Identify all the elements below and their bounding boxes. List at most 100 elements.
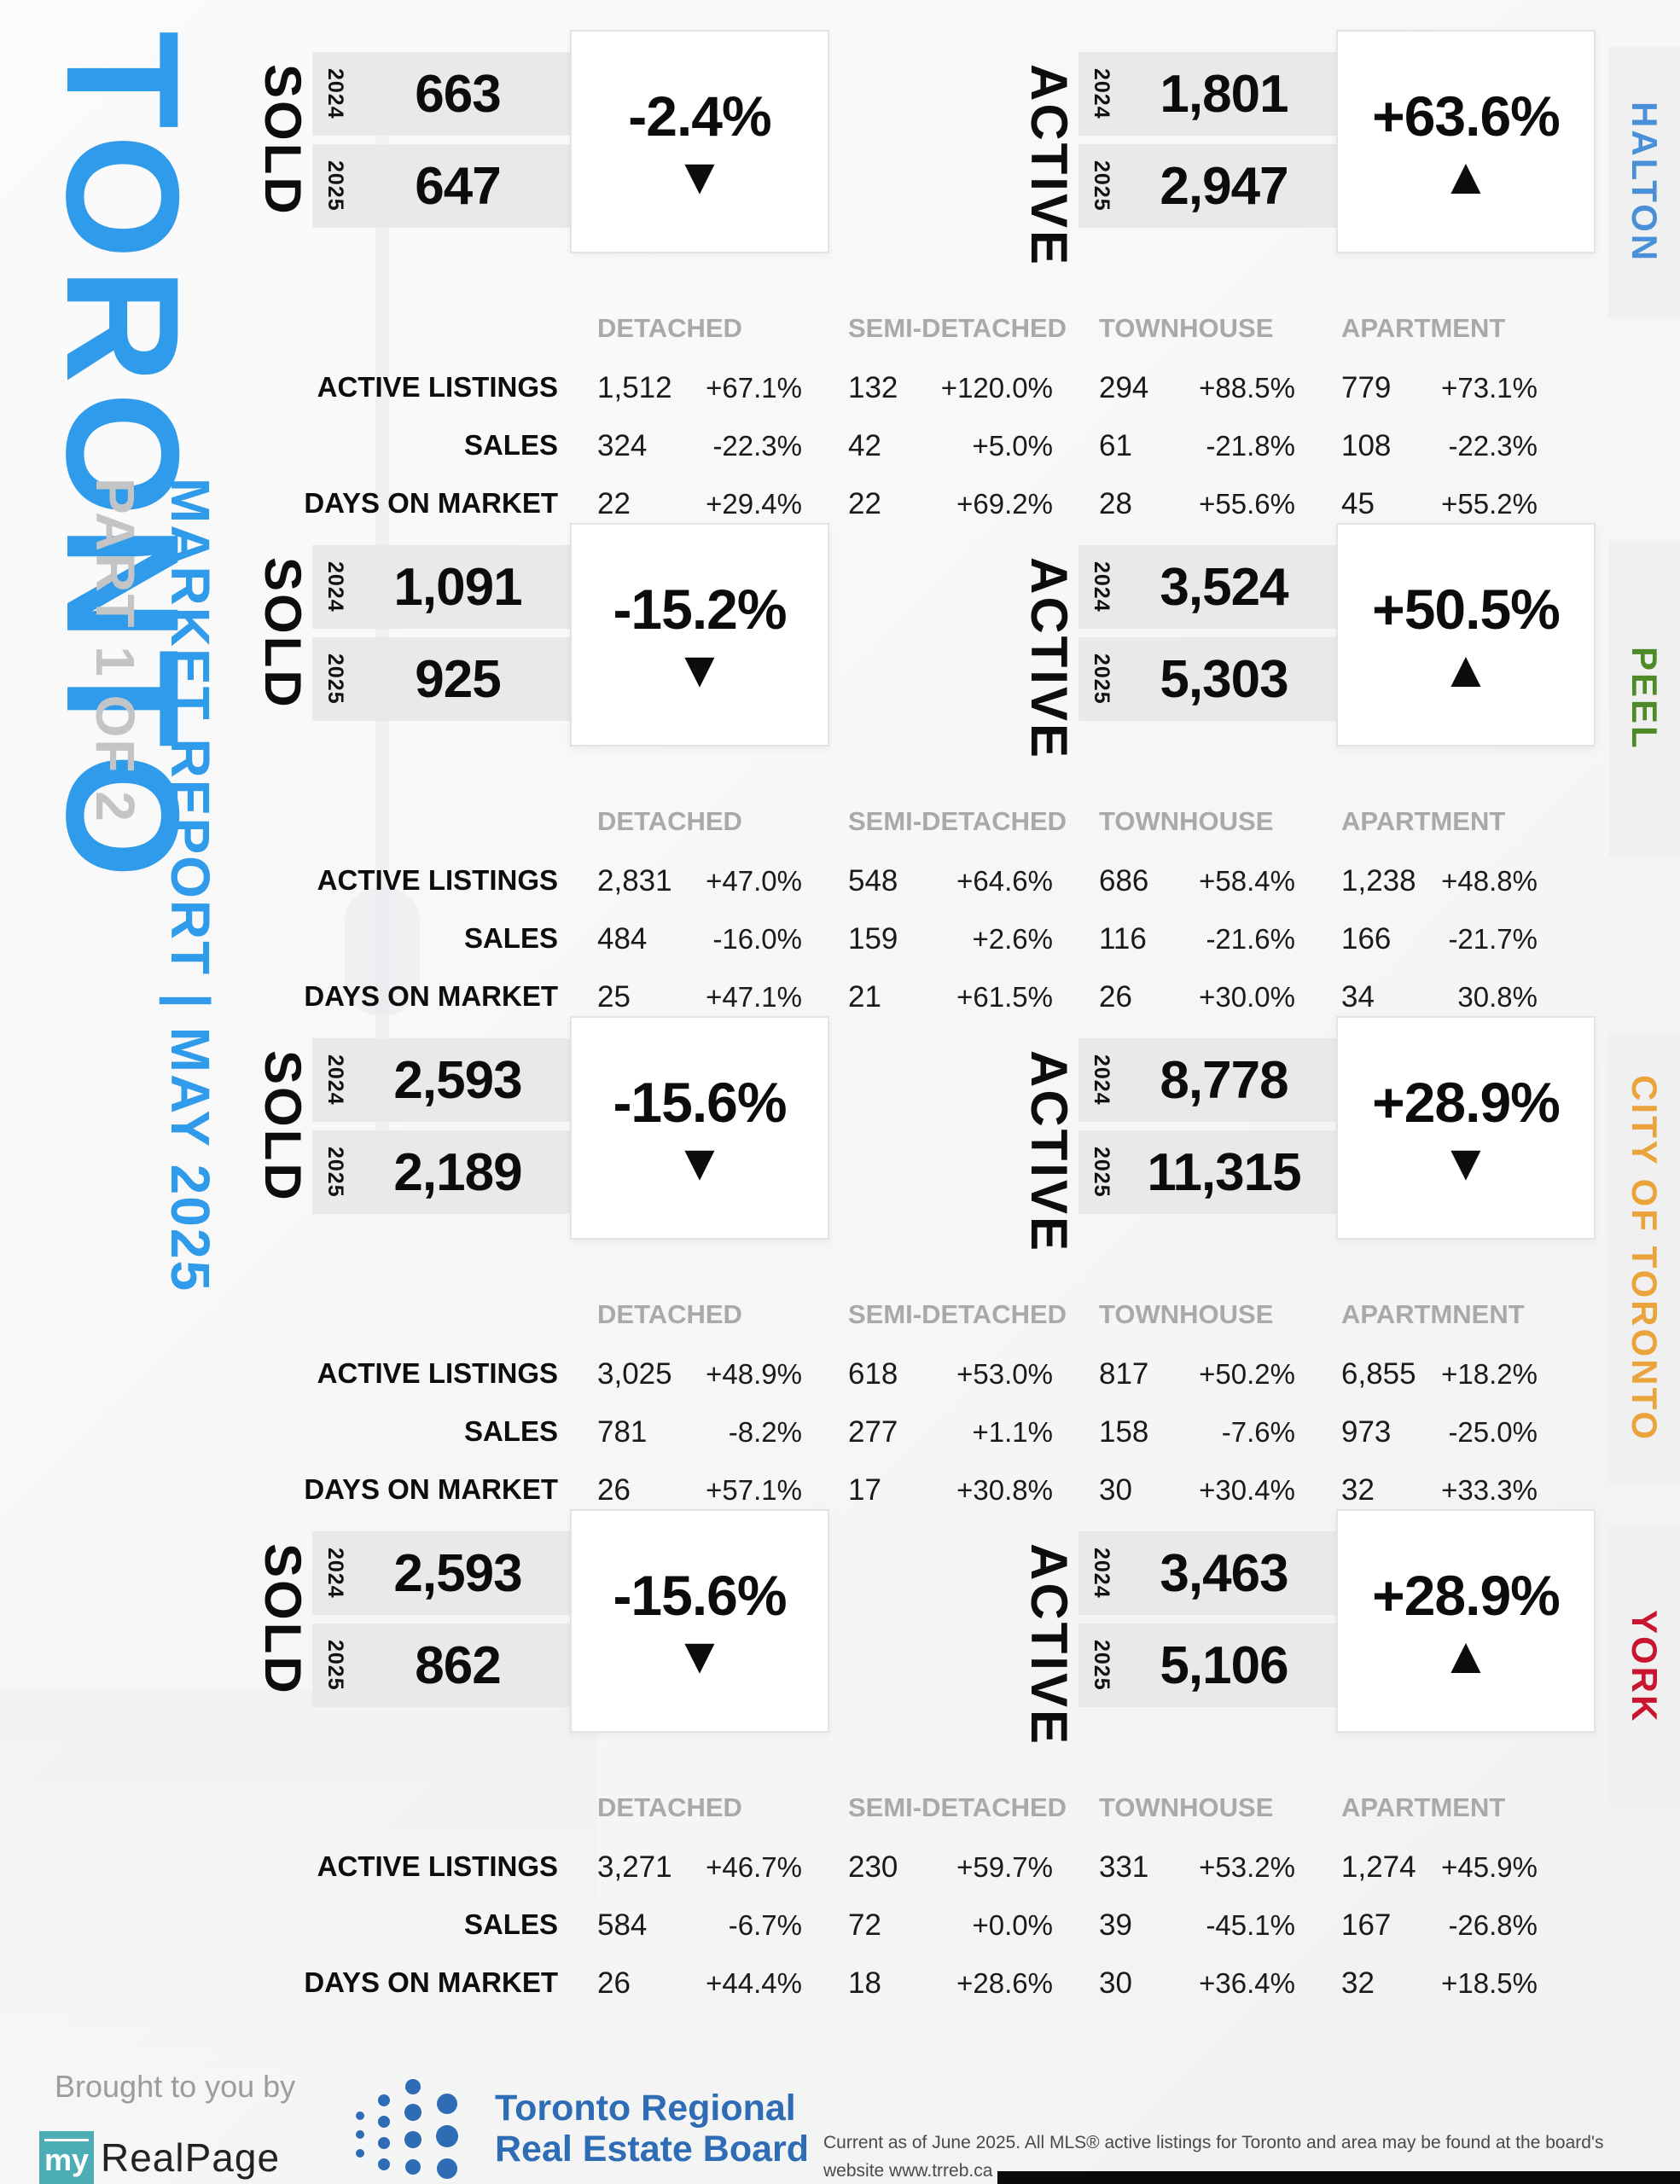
bottom-black-bar — [997, 2171, 1680, 2184]
active-2025-value: 5,303 — [1160, 649, 1288, 709]
stat-change: +18.5% — [1441, 1967, 1538, 1999]
active-2025-box: 2025 11,315 — [1078, 1130, 1340, 1214]
region-tab-halton: HALTON — [1608, 47, 1680, 318]
stat-cell: 1,512 +67.1% — [594, 359, 831, 417]
stat-cell: 3,271 +46.7% — [594, 1838, 831, 1896]
section-york: SOLD 2024 2,593 2025 862 -15.6% ▼ ACTIVE — [239, 1509, 1596, 2013]
stat-change: +69.2% — [956, 488, 1053, 520]
column-header: TOWNHOUSE — [1099, 1299, 1274, 1329]
stat-value: 779 — [1341, 371, 1392, 404]
stat-value: 158 — [1099, 1415, 1149, 1449]
stat-value: 584 — [597, 1908, 648, 1942]
region-stats-table: DETACHED SEMI-DETACHED TOWNHOUSE APARTME… — [239, 306, 1596, 533]
sold-change-arrow-icon: ▼ — [674, 641, 725, 698]
region-tab-city-of-toronto: CITY OF TORONTO — [1608, 1033, 1680, 1484]
stat-change: -21.6% — [1206, 923, 1295, 955]
active-change-value: +63.6% — [1372, 84, 1561, 148]
stat-value: 167 — [1341, 1908, 1392, 1942]
stat-value: 548 — [848, 864, 898, 897]
stat-cell: 30 +30.4% — [1096, 1461, 1324, 1519]
myrealpage-logo-text: RealPage — [101, 2135, 281, 2180]
column-header: APARTMENT — [1341, 1792, 1506, 1822]
stat-cell: 18 +28.6% — [845, 1955, 1082, 2013]
region-tab-york: YORK — [1608, 1526, 1680, 1808]
stat-value: 45 — [1341, 487, 1375, 520]
column-header: TOWNHOUSE — [1099, 313, 1274, 343]
stat-change: 30.8% — [1457, 981, 1538, 1013]
sold-2025-box: 2025 647 — [312, 144, 573, 228]
stat-cell: 618 +53.0% — [845, 1345, 1082, 1403]
sold-2025-box: 2025 862 — [312, 1623, 573, 1707]
column-header: DETACHED — [597, 1792, 742, 1822]
stat-cell: 116 -21.6% — [1096, 910, 1324, 968]
stat-change: +57.1% — [706, 1474, 802, 1506]
sold-2024-box: 2024 2,593 — [312, 1531, 573, 1615]
myrealpage-logo-my: my — [44, 2138, 90, 2177]
stat-value: 686 — [1099, 864, 1149, 897]
stat-change: +64.6% — [956, 865, 1053, 897]
stat-cell: 779 +73.1% — [1338, 359, 1567, 417]
stat-value: 781 — [597, 1415, 648, 1449]
year-label: 2024 — [323, 1054, 347, 1106]
stat-cell: 166 -21.7% — [1338, 910, 1567, 968]
year-label: 2024 — [1090, 68, 1113, 119]
stat-change: +44.4% — [706, 1967, 802, 1999]
active-label: ACTIVE — [1020, 557, 1078, 761]
stat-cell: 34 30.8% — [1338, 968, 1567, 1026]
sold-2025-value: 862 — [415, 1635, 501, 1695]
stat-change: +28.6% — [956, 1967, 1053, 1999]
stat-cell: 294 +88.5% — [1096, 359, 1324, 417]
stat-value: 22 — [848, 487, 881, 520]
row-label: DAYS ON MARKET — [304, 1966, 558, 1998]
stat-cell: 817 +50.2% — [1096, 1345, 1324, 1403]
stat-change: -6.7% — [728, 1909, 802, 1941]
sold-2025-value: 647 — [415, 156, 501, 216]
year-label: 2025 — [1090, 1640, 1113, 1691]
stat-cell: 584 -6.7% — [594, 1896, 831, 1955]
stat-change: -21.7% — [1448, 923, 1538, 955]
region-stats-table: DETACHED SEMI-DETACHED TOWNHOUSE APARTME… — [239, 1786, 1596, 2013]
year-label: 2024 — [1090, 1548, 1113, 1599]
headline-row: SOLD 2024 1,091 2025 925 -15.2% ▼ ACTIVE — [239, 523, 1596, 779]
stat-change: -22.3% — [712, 430, 802, 462]
active-2025-value: 11,315 — [1147, 1142, 1301, 1202]
column-header: DETACHED — [597, 1299, 742, 1329]
stat-value: 116 — [1099, 922, 1147, 956]
column-header: APARTMENT — [1341, 313, 1506, 343]
sold-2024-value: 2,593 — [393, 1543, 522, 1603]
row-label: SALES — [463, 922, 558, 954]
sold-change-box: -15.6% ▼ — [570, 1509, 829, 1733]
stat-cell: 72 +0.0% — [845, 1896, 1082, 1955]
year-label: 2025 — [323, 160, 347, 212]
stat-value: 42 — [848, 429, 881, 462]
region-stats-table: DETACHED SEMI-DETACHED TOWNHOUSE APARTMN… — [239, 1292, 1596, 1519]
active-change-arrow-icon: ▲ — [1440, 641, 1491, 698]
stat-cell: 277 +1.1% — [845, 1403, 1082, 1461]
stat-value: 277 — [848, 1415, 898, 1449]
headline-row: SOLD 2024 663 2025 647 -2.4% ▼ ACTIVE 20… — [239, 30, 1596, 286]
year-label: 2024 — [1090, 1054, 1113, 1106]
stat-change: +30.0% — [1199, 981, 1295, 1013]
stat-cell: 42 +5.0% — [845, 417, 1082, 475]
stat-change: +55.6% — [1199, 488, 1295, 520]
stat-cell: 3,025 +48.9% — [594, 1345, 831, 1403]
stat-value: 1,274 — [1341, 1850, 1416, 1884]
stat-change: +47.0% — [706, 865, 802, 897]
active-2024-box: 2024 3,463 — [1078, 1531, 1340, 1615]
stat-cell: 159 +2.6% — [845, 910, 1082, 968]
region-tab-label: CITY OF TORONTO — [1625, 1074, 1665, 1443]
active-change-value: +28.9% — [1372, 1071, 1561, 1134]
sold-2024-value: 1,091 — [393, 557, 522, 617]
row-label: DAYS ON MARKET — [304, 980, 558, 1012]
row-label: SALES — [463, 1908, 558, 1940]
stat-value: 25 — [597, 980, 631, 1014]
active-year-boxes: 2024 3,463 2025 5,106 — [1078, 1531, 1340, 1707]
stat-cell: 686 +58.4% — [1096, 852, 1324, 910]
trreb-logo-line2: Real Estate Board — [495, 2129, 810, 2169]
region-tab-peel: PEEL — [1608, 540, 1680, 857]
sold-2025-box: 2025 2,189 — [312, 1130, 573, 1214]
section-peel: SOLD 2024 1,091 2025 925 -15.2% ▼ ACTIVE — [239, 523, 1596, 1026]
row-label: SALES — [463, 429, 558, 461]
stat-cell: 32 +18.5% — [1338, 1955, 1567, 2013]
